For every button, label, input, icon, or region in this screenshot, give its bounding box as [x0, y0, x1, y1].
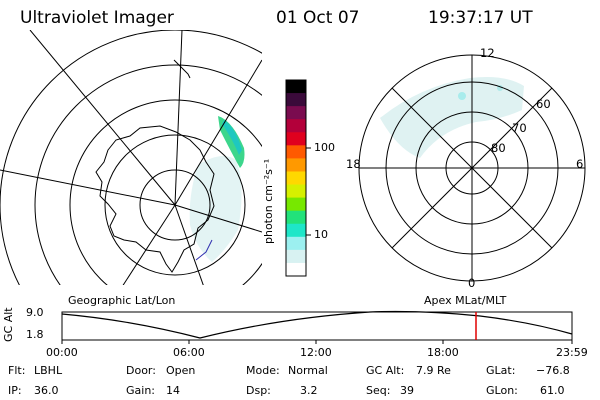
- colorbar-swatch: [286, 249, 306, 264]
- time-tick-0600: 06:00: [173, 346, 205, 359]
- colorbar-unit-label: photon cm⁻²s⁻¹: [262, 158, 275, 244]
- mlt-label-6: 6: [576, 157, 584, 171]
- colorbar-tick-100: 100: [314, 141, 335, 154]
- colorbar-swatch: [286, 197, 306, 212]
- mlt-label-18: 18: [346, 157, 361, 171]
- gc-alt-tick-min: 1.8: [26, 328, 44, 341]
- gc-alt-value: 7.9 Re: [416, 364, 451, 377]
- colorbar-swatch: [286, 80, 306, 94]
- gc-alt-label: GC Alt:: [366, 364, 405, 377]
- time-tick-2359: 23:59: [556, 346, 588, 359]
- mlat-label-60: 60: [536, 97, 551, 111]
- app-title: Ultraviolet Imager: [20, 8, 174, 28]
- mode-label: Mode:: [246, 364, 280, 377]
- mlt-grid: [358, 54, 586, 282]
- colorbar-swatch: [286, 210, 306, 225]
- gain-value: 14: [166, 384, 180, 397]
- mlt-label-12: 12: [480, 46, 495, 60]
- glon-label: GLon:: [486, 384, 518, 397]
- flt-label: Flt:: [8, 364, 26, 377]
- mlt-label-0: 0: [468, 276, 476, 290]
- colorbar-swatch: [286, 145, 306, 159]
- colorbar-swatch: [286, 132, 306, 146]
- seq-value: 39: [400, 384, 414, 397]
- dsp-label: Dsp:: [246, 384, 271, 397]
- colorbar-swatch: [286, 223, 306, 238]
- mode-value: Normal: [288, 364, 328, 377]
- door-value: Open: [166, 364, 196, 377]
- mlat-label-80: 80: [491, 141, 506, 155]
- auroral-emission-polar: [380, 77, 524, 158]
- ip-value: 36.0: [34, 384, 59, 397]
- glon-value: 61.0: [540, 384, 565, 397]
- time-label: 19:37:17 UT: [428, 8, 533, 28]
- glat-value: −76.8: [536, 364, 570, 377]
- colorbar-swatch: [286, 184, 306, 199]
- apex-caption: Apex MLat/MLT: [424, 294, 507, 307]
- colorbar-swatch: [286, 236, 306, 251]
- time-tick-0000: 00:00: [46, 346, 78, 359]
- colorbar-swatch: [286, 171, 306, 186]
- altitude-curve: [61, 310, 573, 339]
- colorbar-swatch: [286, 262, 306, 277]
- auroral-emission-edge: [218, 116, 245, 168]
- colorbar-swatch: [286, 106, 306, 120]
- ip-label: IP:: [8, 384, 22, 397]
- gain-label: Gain:: [126, 384, 155, 397]
- door-label: Door:: [126, 364, 156, 377]
- auroral-emission-band: [189, 156, 242, 262]
- date-label: 01 Oct 07: [276, 8, 360, 28]
- gc-alt-tick-max: 9.0: [26, 306, 44, 319]
- colorbar: [286, 80, 306, 277]
- geographic-caption: Geographic Lat/Lon: [68, 294, 176, 307]
- colorbar-swatch: [286, 119, 306, 133]
- time-tick-1800: 18:00: [427, 346, 459, 359]
- glat-label: GLat:: [486, 364, 516, 377]
- colorbar-tick-10: 10: [314, 228, 328, 241]
- colorbar-swatch: [286, 158, 306, 172]
- mlat-label-70: 70: [512, 121, 527, 135]
- flt-value: LBHL: [34, 364, 63, 377]
- antarctica-outline: [95, 125, 215, 273]
- colorbar-swatch: [286, 93, 306, 107]
- geographic-map: [0, 30, 262, 285]
- dsp-value: 3.2: [300, 384, 318, 397]
- time-tick-1200: 12:00: [300, 346, 332, 359]
- seq-label: Seq:: [366, 384, 391, 397]
- orbit-timeline: [61, 310, 573, 344]
- gc-alt-axis-label: GC Alt: [2, 307, 15, 342]
